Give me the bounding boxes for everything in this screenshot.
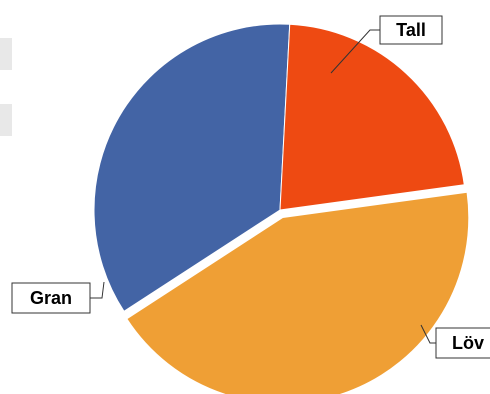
slice-label-tall: Tall	[396, 20, 426, 40]
callout-box-tall	[379, 15, 443, 45]
pie-slice-löv	[279, 23, 465, 211]
side-panel-strip	[0, 104, 12, 136]
slice-label-löv: Löv	[452, 333, 484, 353]
pie-slice-tall	[93, 23, 291, 312]
callout-box-löv	[435, 327, 490, 359]
slice-label-gran: Gran	[30, 288, 72, 308]
callout-leader-löv	[420, 324, 436, 344]
side-panel-strip	[0, 38, 12, 70]
pie-labels: Tall Löv Gran	[11, 15, 490, 359]
pie-slices	[93, 23, 470, 394]
pie-slice-gran	[126, 191, 470, 394]
callout-leader-gran	[90, 281, 105, 299]
callout-box-gran	[11, 282, 91, 314]
callout-leader-tall	[330, 29, 380, 74]
